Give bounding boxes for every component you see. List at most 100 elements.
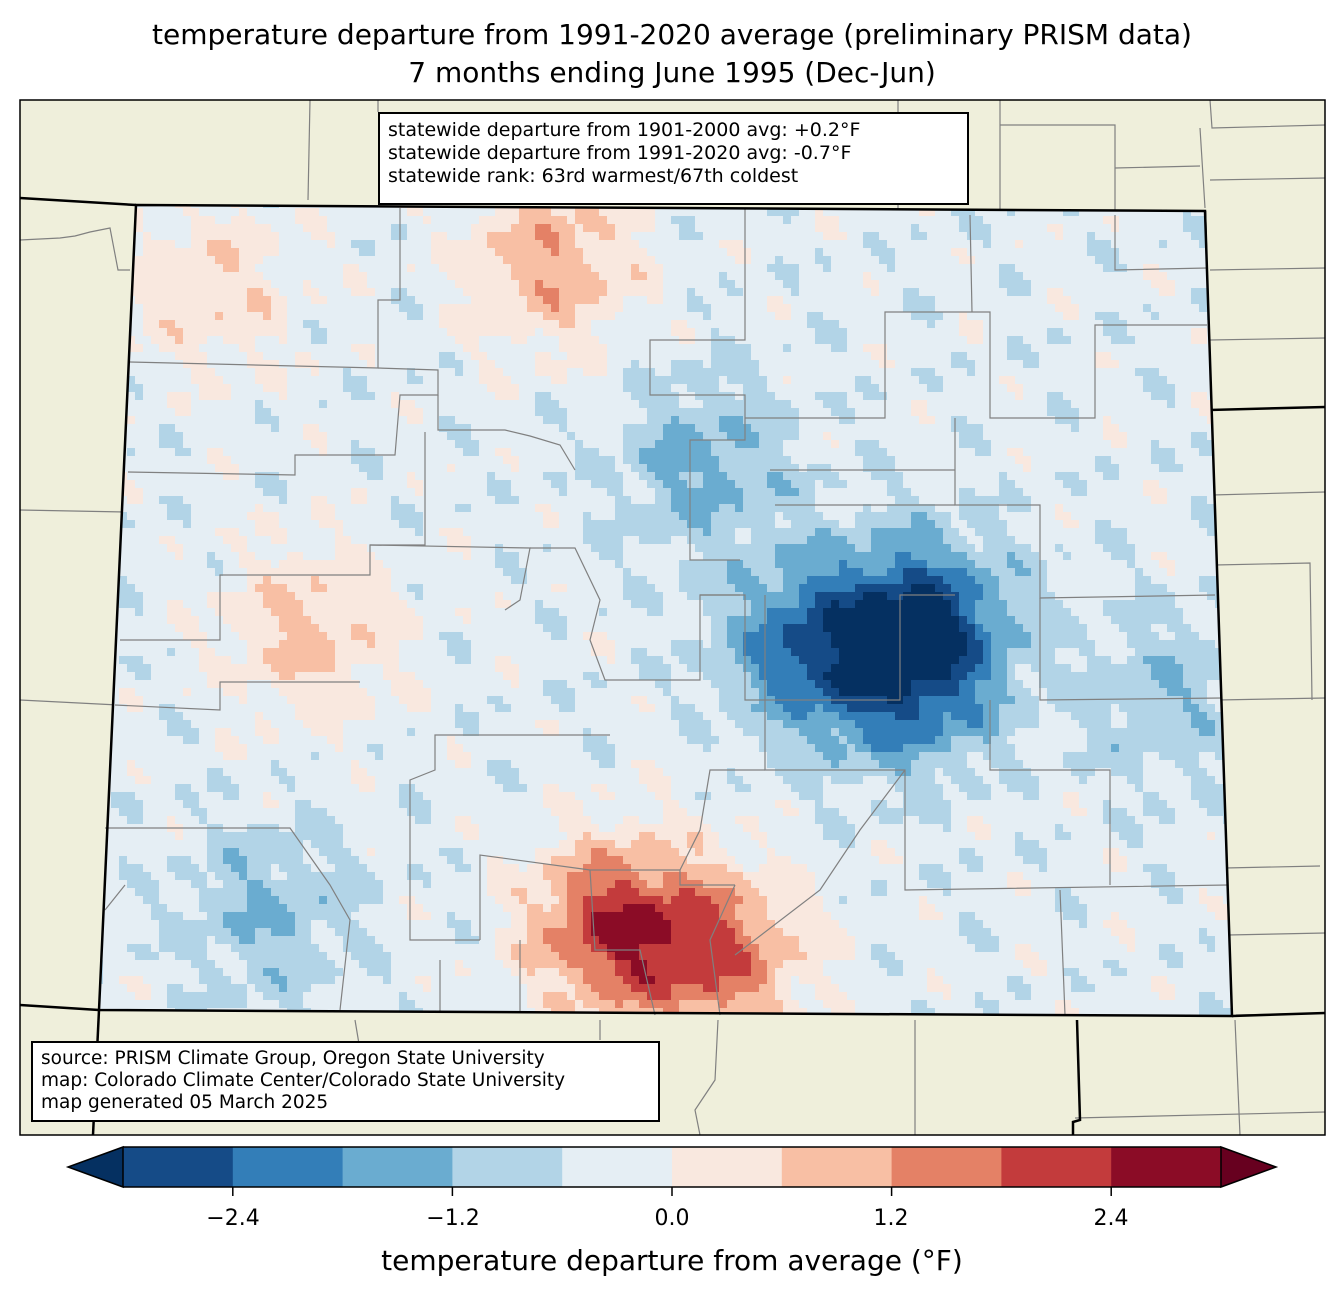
field-cell xyxy=(719,344,728,353)
field-cell xyxy=(631,232,640,241)
field-cell xyxy=(503,224,512,233)
field-cell xyxy=(159,224,168,233)
field-cell xyxy=(479,328,488,337)
field-cell xyxy=(559,328,568,337)
field-cell xyxy=(735,448,744,457)
field-cell xyxy=(263,240,272,249)
field-cell xyxy=(1135,424,1144,433)
field-cell xyxy=(959,352,968,361)
field-cell xyxy=(159,208,168,217)
field-cell xyxy=(1079,464,1088,473)
field-cell xyxy=(151,256,160,265)
field-cell xyxy=(895,376,904,385)
field-cell xyxy=(743,312,752,321)
field-cell xyxy=(551,376,560,385)
field-cell xyxy=(247,296,256,305)
field-cell xyxy=(231,448,240,457)
field-cell xyxy=(1023,440,1032,449)
field-cell xyxy=(351,216,360,225)
field-cell xyxy=(959,208,968,217)
field-cell xyxy=(647,248,656,257)
field-cell xyxy=(919,352,928,361)
field-cell xyxy=(791,216,800,225)
field-cell xyxy=(135,320,144,329)
field-cell xyxy=(895,392,904,401)
field-cell xyxy=(135,472,144,481)
field-cell xyxy=(583,304,592,313)
field-cell xyxy=(1079,352,1088,361)
field-cell xyxy=(727,264,736,273)
field-cell xyxy=(215,400,224,409)
field-cell xyxy=(935,424,944,433)
field-cell xyxy=(607,208,616,217)
field-cell xyxy=(1095,432,1104,441)
field-cell xyxy=(975,360,984,369)
field-cell xyxy=(1023,248,1032,257)
field-cell xyxy=(871,464,880,473)
field-cell xyxy=(407,320,416,329)
field-cell xyxy=(271,272,280,281)
field-cell xyxy=(279,328,288,337)
field-cell xyxy=(447,216,456,225)
field-cell xyxy=(135,205,144,209)
field-cell xyxy=(383,368,392,377)
field-cell xyxy=(879,296,888,305)
field-cell xyxy=(271,296,280,305)
field-cell xyxy=(1007,280,1016,289)
field-cell xyxy=(679,448,688,457)
field-cell xyxy=(991,256,1000,265)
field-cell xyxy=(575,224,584,233)
field-cell xyxy=(655,376,664,385)
field-cell xyxy=(135,224,144,233)
field-cell xyxy=(1031,448,1040,457)
field-cell xyxy=(863,344,872,353)
field-cell xyxy=(911,296,920,305)
field-cell xyxy=(143,464,152,473)
field-cell xyxy=(983,448,992,457)
field-cell xyxy=(1103,288,1112,297)
field-cell xyxy=(559,312,568,321)
field-cell xyxy=(543,464,552,473)
field-cell xyxy=(719,456,728,465)
field-cell xyxy=(527,264,536,273)
field-cell xyxy=(599,344,608,353)
field-cell xyxy=(1007,288,1016,297)
field-cell xyxy=(983,280,992,289)
field-cell xyxy=(871,320,880,329)
field-cell xyxy=(431,232,440,241)
field-cell xyxy=(663,432,672,441)
field-cell xyxy=(991,456,1000,465)
field-cell xyxy=(855,320,864,329)
field-cell xyxy=(343,440,352,449)
field-cell xyxy=(623,256,632,265)
field-cell xyxy=(271,208,280,217)
field-cell xyxy=(543,328,552,337)
field-cell xyxy=(255,456,264,465)
field-cell xyxy=(927,424,936,433)
field-cell xyxy=(871,448,880,457)
field-cell xyxy=(807,368,816,377)
field-cell xyxy=(143,384,152,393)
field-cell xyxy=(687,296,696,305)
field-cell xyxy=(263,224,272,233)
field-cell xyxy=(863,320,872,329)
field-cell xyxy=(1039,464,1048,473)
field-cell xyxy=(1127,312,1136,321)
field-cell xyxy=(559,256,568,265)
field-cell xyxy=(911,216,920,225)
field-cell xyxy=(335,432,344,441)
field-cell xyxy=(1103,368,1112,377)
field-cell xyxy=(727,256,736,265)
field-cell xyxy=(855,360,864,369)
field-cell xyxy=(487,312,496,321)
field-cell xyxy=(151,456,160,465)
field-cell xyxy=(519,224,528,233)
field-cell xyxy=(271,384,280,393)
field-cell xyxy=(287,424,296,433)
field-cell xyxy=(983,352,992,361)
field-cell xyxy=(887,344,896,353)
field-cell xyxy=(1135,368,1144,377)
field-cell xyxy=(623,400,632,409)
field-cell xyxy=(303,280,312,289)
field-cell xyxy=(775,208,784,217)
